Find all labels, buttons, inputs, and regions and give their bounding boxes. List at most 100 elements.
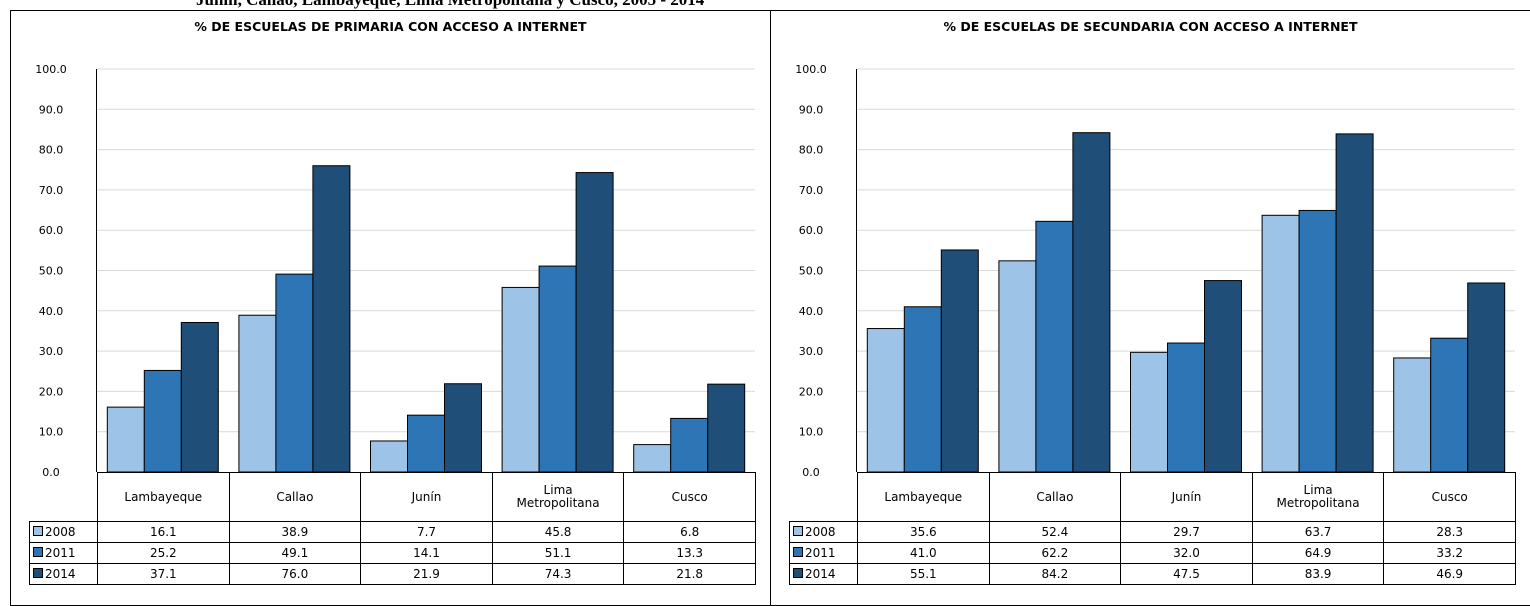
legend-entry: 2014 — [29, 563, 98, 585]
y-tick-label: 0.0 — [42, 466, 60, 479]
category-label: Lima Metropolitana — [1251, 472, 1385, 522]
bar — [575, 172, 614, 473]
data-label: 13.3 — [623, 542, 756, 564]
bar — [1467, 282, 1506, 473]
data-label: 47.5 — [1120, 563, 1253, 585]
table-row: 2011 25.2 49.1 14.1 51.1 13.3 — [29, 542, 756, 564]
primary-data-table: Lambayeque Callao Junín Lima Metropolitana C… — [29, 472, 756, 585]
data-label: 14.1 — [360, 542, 493, 564]
y-tick-label: 30.0 — [799, 345, 824, 358]
bar — [312, 165, 351, 473]
data-label: 46.9 — [1383, 563, 1516, 585]
data-label: 83.9 — [1251, 563, 1385, 585]
primary-chart-panel: % DE ESCUELAS DE PRIMARIA CON ACCESO A I… — [10, 10, 771, 606]
data-label: 37.1 — [97, 563, 230, 585]
bar — [1430, 337, 1469, 473]
data-label: 52.4 — [988, 521, 1122, 543]
data-label: 33.2 — [1383, 542, 1516, 564]
data-label: 51.1 — [491, 542, 625, 564]
bar — [1035, 220, 1074, 473]
category-label: Callao — [988, 472, 1122, 522]
secondary-data-table: Lambayeque Callao Junín Lima Metropolitana C… — [789, 472, 1516, 585]
series-name: 2008 — [805, 524, 836, 539]
data-label: 6.8 — [623, 521, 756, 543]
bar — [538, 265, 577, 473]
bar — [998, 260, 1037, 473]
data-label: 64.9 — [1251, 542, 1385, 564]
series-name: 2011 — [45, 545, 76, 560]
category-label: Callao — [228, 472, 362, 522]
category-label: Lima Metropolitana — [491, 472, 625, 522]
table-corner — [30, 473, 98, 522]
bar — [633, 444, 672, 473]
y-tick-label: 20.0 — [39, 385, 64, 398]
category-label: Junín — [360, 472, 493, 522]
y-tick-label: 80.0 — [799, 144, 824, 157]
y-tick-label: 70.0 — [39, 184, 64, 197]
y-tick-label: 60.0 — [39, 224, 64, 237]
y-tick-label: 90.0 — [799, 103, 824, 116]
bar — [1167, 342, 1205, 473]
data-label: 41.0 — [857, 542, 990, 564]
y-tick-label: 100.0 — [795, 63, 827, 76]
category-label: Lambayeque — [97, 472, 230, 522]
bar — [238, 314, 277, 473]
legend-entry: 2008 — [29, 521, 98, 543]
data-label: 29.7 — [1120, 521, 1253, 543]
bar — [275, 273, 314, 473]
bar — [940, 249, 979, 473]
y-tick-label: 60.0 — [799, 224, 824, 237]
table-header-row: Lambayeque Callao Junín Lima Metropolitana C… — [30, 472, 756, 522]
y-tick-label: 20.0 — [799, 385, 824, 398]
table-row: 2008 35.6 52.4 29.7 63.7 28.3 — [789, 521, 1516, 543]
y-tick-label: 0.0 — [802, 466, 820, 479]
bar — [707, 383, 746, 473]
bar — [670, 417, 709, 473]
data-label: 76.0 — [228, 563, 362, 585]
data-label: 49.1 — [228, 542, 362, 564]
bar — [370, 440, 408, 473]
bar — [1072, 132, 1111, 473]
legend-swatch — [793, 526, 803, 536]
data-label: 84.2 — [988, 563, 1122, 585]
bar — [1298, 209, 1337, 473]
y-tick-label: 80.0 — [39, 144, 64, 157]
y-tick-label: 90.0 — [39, 103, 64, 116]
secondary-chart-panel: % DE ESCUELAS DE SECUNDARIA CON ACCESO A… — [770, 10, 1530, 606]
bar — [1204, 280, 1242, 473]
bar — [1393, 357, 1432, 473]
y-tick-label: 40.0 — [799, 305, 824, 318]
legend-entry: 2008 — [789, 521, 858, 543]
legend-entry: 2011 — [29, 542, 98, 564]
legend-swatch — [33, 568, 43, 578]
bar — [866, 328, 905, 473]
data-label: 28.3 — [1383, 521, 1516, 543]
data-label: 25.2 — [97, 542, 230, 564]
data-label: 16.1 — [97, 521, 230, 543]
secondary-chart-plot: 0.0 10.0 20.0 30.0 40.0 50.0 60.0 70.0 80.0 90.0 1… — [795, 63, 1515, 479]
data-label: 21.9 — [360, 563, 493, 585]
legend-entry: 2014 — [789, 563, 858, 585]
data-label: 74.3 — [491, 563, 625, 585]
data-label: 45.8 — [491, 521, 625, 543]
data-label: 21.8 — [623, 563, 756, 585]
table-row: 2011 41.0 62.2 32.0 64.9 33.2 — [789, 542, 1516, 564]
legend-swatch — [793, 568, 803, 578]
series-name: 2014 — [45, 566, 76, 581]
chart-title: % DE ESCUELAS DE PRIMARIA CON ACCESO A I… — [194, 19, 587, 34]
legend-swatch — [33, 526, 43, 536]
y-tick-label: 50.0 — [39, 265, 64, 278]
bar — [143, 369, 182, 473]
category-label: Junín — [1120, 472, 1253, 522]
data-label: 62.2 — [988, 542, 1122, 564]
legend-swatch — [33, 547, 43, 557]
data-label: 55.1 — [857, 563, 990, 585]
bar — [1335, 133, 1374, 473]
bar — [180, 321, 219, 473]
y-tick-label: 40.0 — [39, 305, 64, 318]
data-label: 32.0 — [1120, 542, 1253, 564]
category-label: Cusco — [623, 472, 756, 522]
y-tick-label: 10.0 — [799, 426, 824, 439]
bar — [444, 383, 482, 473]
y-tick-label: 30.0 — [39, 345, 64, 358]
